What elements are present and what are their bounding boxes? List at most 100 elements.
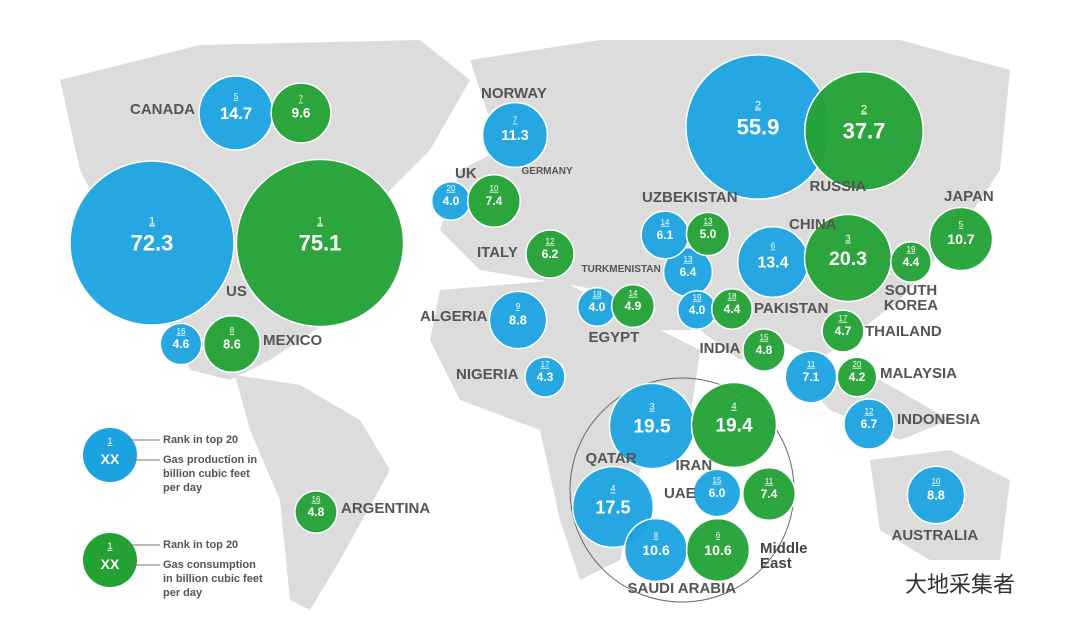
country-label: ARGENTINA: [341, 500, 431, 517]
rank-label: 18: [593, 290, 602, 299]
value-label: 37.7: [843, 119, 886, 144]
country-label: SOUTH KOREA: [883, 282, 939, 314]
rank-label: 12: [546, 237, 555, 246]
value-label: 9.6: [292, 106, 311, 121]
rank-label: 12: [865, 407, 874, 416]
value-label: 4.3: [537, 370, 554, 384]
value-label: 8.6: [223, 336, 241, 351]
rank-label: 1: [149, 215, 155, 227]
value-label: 14.7: [220, 104, 252, 123]
rank-label: 8: [230, 326, 235, 335]
rank-label: 3: [845, 233, 850, 244]
bubble: [690, 381, 778, 469]
country-label: UAE: [664, 485, 696, 502]
legend-rank: 1: [107, 541, 112, 551]
value-label: 6.1: [657, 228, 674, 242]
value-label: 6.0: [709, 486, 726, 500]
value-label: 7.4: [486, 194, 503, 208]
bubble: [610, 283, 656, 329]
value-label: 20.3: [829, 248, 867, 270]
legend-entry: Gas production in billion cubic feet per…: [163, 454, 258, 494]
country-label: MEXICO: [263, 332, 323, 349]
value-label: 11.3: [501, 128, 529, 144]
bubble: [159, 322, 203, 366]
watermark: 大地采集者: [905, 572, 1016, 597]
value-label: 6.2: [542, 247, 559, 261]
rank-label: 17: [541, 360, 550, 369]
bubble: [742, 328, 786, 372]
legend-rank-text: Rank in top 20: [163, 539, 239, 551]
country-label: INDONESIA: [897, 411, 981, 428]
value-label: 75.1: [299, 231, 342, 256]
legend-value: XX: [101, 556, 120, 572]
rank-label: 3: [649, 402, 654, 413]
value-label: 19.5: [633, 417, 671, 438]
bubble: [928, 206, 994, 272]
rank-label: 13: [684, 255, 693, 264]
value-label: 19.4: [715, 416, 753, 437]
rank-label: 16: [177, 327, 186, 336]
country-label: MALAYSIA: [880, 365, 957, 382]
bubble: [821, 309, 865, 353]
country-label: AUSTRALIA: [891, 527, 979, 544]
country-label: ALGERIA: [420, 308, 488, 325]
country-label: THAILAND: [865, 323, 942, 340]
rank-label: 11: [765, 477, 774, 486]
rank-label: 2: [755, 99, 761, 111]
value-label: 4.0: [689, 303, 706, 317]
value-label: 10.7: [947, 232, 975, 248]
bubble: [843, 398, 895, 450]
rank-label: 16: [312, 495, 321, 504]
value-label: 17.5: [595, 497, 630, 517]
bubble: [467, 174, 521, 228]
rank-label: 6: [771, 241, 776, 250]
rank-label: 14: [629, 289, 638, 298]
bubble: [69, 160, 235, 326]
rank-label: 10: [932, 477, 941, 486]
country-label: TURKMENISTAN: [581, 264, 661, 275]
bubble: [906, 465, 966, 525]
rank-label: 11: [807, 360, 816, 369]
value-label: 7.4: [761, 487, 778, 501]
value-label: 4.0: [589, 300, 606, 314]
country-label: CHINA: [789, 216, 837, 233]
legend-swatch: [83, 428, 137, 482]
value-label: 7.1: [803, 370, 820, 384]
bubble: [270, 82, 332, 144]
value-label: 4.7: [835, 324, 852, 338]
rank-label: 20: [853, 360, 862, 369]
bubble: [692, 468, 742, 518]
rank-label: 14: [661, 218, 670, 227]
value-label: 4.0: [443, 194, 460, 208]
country-label: US: [226, 283, 247, 300]
bubble: [524, 356, 566, 398]
bubble: [890, 241, 932, 283]
bubble: [836, 356, 878, 398]
rank-label: 20: [447, 184, 456, 193]
legend-rank-text: Rank in top 20: [163, 434, 239, 446]
region-label: Middle East: [760, 540, 808, 572]
bubble: [711, 288, 753, 330]
rank-label: 18: [728, 292, 737, 301]
bubble: [685, 517, 751, 583]
rank-label: 6: [716, 531, 721, 540]
value-label: 13.4: [758, 255, 789, 272]
country-label: UZBEKISTAN: [642, 189, 738, 206]
country-label: SAUDI ARABIA: [627, 580, 737, 597]
rank-label: 9: [516, 302, 521, 311]
country-label: NORWAY: [481, 85, 547, 102]
bubble: [525, 229, 575, 279]
value-label: 10.6: [642, 542, 670, 558]
legend-value: XX: [101, 451, 120, 467]
value-label: 4.2: [849, 370, 866, 384]
country-label: ITALY: [477, 244, 518, 261]
rank-label: 5: [959, 220, 964, 229]
value-label: 8.8: [509, 313, 527, 328]
value-label: 4.4: [724, 302, 741, 316]
rank-label: 4: [610, 484, 615, 494]
rank-label: 13: [704, 217, 713, 226]
rank-label: 15: [713, 476, 722, 485]
rank-label: 1: [317, 215, 323, 227]
value-label: 4.9: [625, 299, 642, 313]
bubble: [804, 71, 924, 191]
